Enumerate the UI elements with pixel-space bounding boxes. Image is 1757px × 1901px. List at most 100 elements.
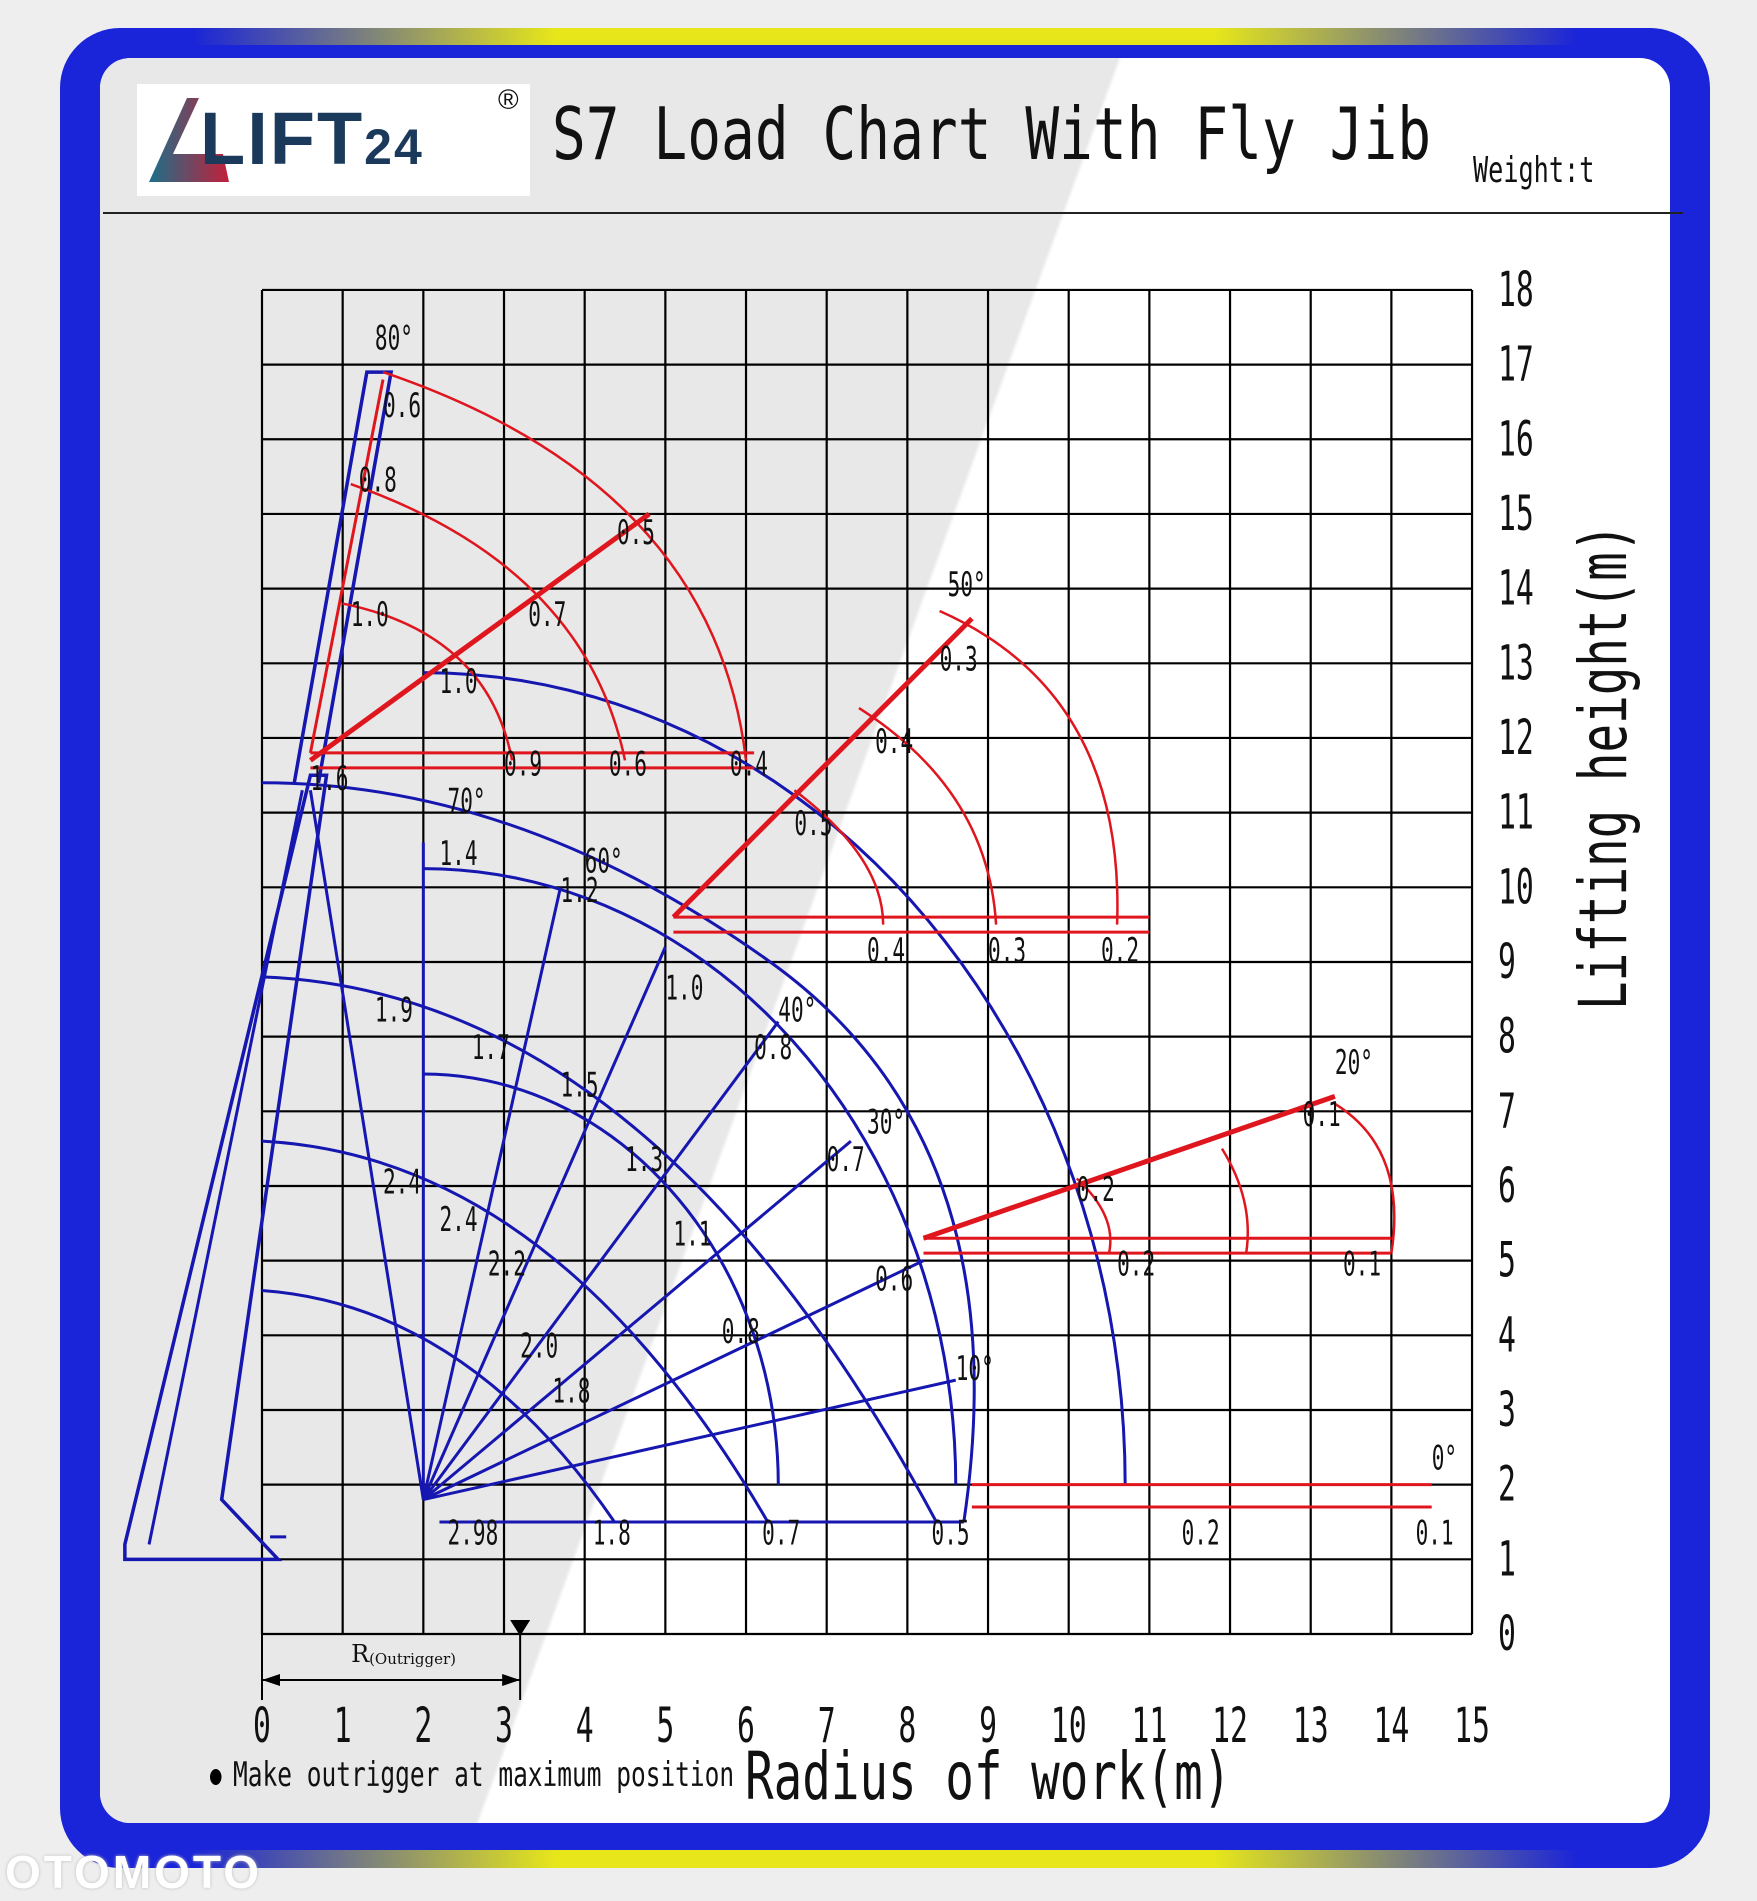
jib-load-label: 0.3 — [988, 931, 1026, 971]
jib-arc — [1220, 1147, 1250, 1254]
boom-load-label: 0.5 — [932, 1513, 970, 1553]
arrow-left-icon — [262, 1674, 280, 1686]
boom-load-label: 1.0 — [665, 968, 703, 1008]
jib-arc — [793, 789, 885, 925]
boom-angle-label: 70° — [448, 781, 486, 821]
boom-arc — [423, 671, 1127, 1485]
jib-load-label: 0.2 — [1077, 1170, 1115, 1210]
boom-radial — [422, 1020, 780, 1501]
boom-load-label: 1.8 — [593, 1513, 631, 1553]
jib-line — [308, 379, 385, 754]
outrigger-label: R — [351, 1640, 370, 1668]
boom-outer-arc — [261, 781, 976, 1523]
jib-load-label: 0.5 — [794, 804, 832, 844]
jib-line — [922, 1094, 1336, 1241]
boom-load-label: 1.2 — [560, 871, 598, 911]
x-tick-label: 9 — [979, 1699, 997, 1754]
logo-main: LIFT — [200, 97, 365, 180]
jib-line — [308, 511, 651, 763]
boom-angle-label: 10° — [956, 1349, 994, 1389]
logo-mark-icon — [149, 98, 229, 182]
y-tick-label: 5 — [1498, 1233, 1516, 1288]
chart-labels: 70° 60° 40° 30° 10° 1.6 1.4 1.2 1.0 1.9 1.7 1.5 1.3 1… — [310, 318, 1457, 1552]
boom-load-label: 1.9 — [375, 990, 413, 1030]
boom-load-label: 2.4 — [383, 1162, 421, 1202]
boom-angle-label: 60° — [585, 841, 623, 881]
header-divider — [103, 212, 1683, 214]
jib-angle-label: 20° — [1335, 1043, 1373, 1083]
jib-load-label: 0.7 — [528, 595, 566, 635]
jib-load-label: 0.4 — [730, 744, 768, 784]
jib-angle-label: 80° — [375, 318, 413, 358]
boom-radial — [422, 1140, 852, 1501]
logo — [137, 84, 530, 196]
y-tick-label: 8 — [1498, 1009, 1516, 1064]
y-tick-label: 12 — [1498, 711, 1534, 766]
y-tick-label: 13 — [1498, 636, 1534, 691]
arrow-right-icon — [502, 1674, 521, 1686]
jib-arc — [1334, 1102, 1396, 1254]
y-tick-label: 1 — [1498, 1532, 1516, 1587]
jib-load-label: 0.4 — [875, 722, 913, 762]
x-tick-label: 8 — [898, 1699, 916, 1754]
x-axis-label: Radius of work(m) — [745, 1738, 1232, 1815]
jib-arc — [342, 602, 514, 761]
boom-arm — [123, 773, 329, 1562]
boom-arm-inner — [147, 789, 304, 1545]
boom-load-label: 2.98 — [448, 1513, 499, 1553]
y-axis-label: Lifting height(m) — [1565, 523, 1642, 1010]
watermark: OTOMOTO — [5, 1846, 262, 1898]
boom-angle-label: 30° — [867, 1102, 905, 1142]
x-tick-label: 1 — [334, 1699, 352, 1754]
jib-line — [671, 616, 974, 919]
x-tick-label: 14 — [1373, 1699, 1409, 1754]
x-tick-label: 15 — [1454, 1699, 1490, 1754]
x-tick-label: 2 — [414, 1699, 432, 1754]
x-tick-label: 11 — [1131, 1699, 1167, 1754]
boom-arc — [261, 1139, 770, 1523]
y-tick-label: 11 — [1498, 785, 1534, 840]
page-title: S7 Load Chart With Fly Jib — [552, 92, 1432, 176]
chart-panel — [100, 58, 1670, 1823]
chart-grid — [260, 288, 1474, 1636]
jib-load-label: 1.0 — [351, 595, 389, 635]
jib-load-label: 0.5 — [617, 513, 655, 553]
boom-arc — [261, 975, 938, 1523]
jib-arc — [939, 609, 1119, 925]
x-tick-label: 13 — [1293, 1699, 1329, 1754]
boom-radial — [421, 886, 562, 1500]
boom-radial — [423, 1378, 957, 1502]
jib-load-label: 0.2 — [1117, 1244, 1155, 1284]
outrigger-marker-icon — [510, 1620, 531, 1636]
jib-load-label: 1.0 — [439, 662, 477, 702]
chart-axes: 0 1 2 3 4 5 6 7 8 9 10 11 12 13 14 15012345678910111213… — [253, 263, 1534, 1754]
logo-sub: 24 — [364, 119, 424, 175]
weight-unit: Weight:t — [1473, 150, 1595, 191]
boom-load-label: 0.8 — [722, 1312, 760, 1352]
y-tick-label: 18 — [1498, 263, 1534, 318]
jib-load-label: 0.1 — [1343, 1244, 1381, 1284]
jib-load-label: 0.1 — [1303, 1095, 1341, 1135]
y-tick-label: 10 — [1498, 860, 1534, 915]
y-tick-label: 3 — [1498, 1383, 1516, 1438]
y-tick-label: 15 — [1498, 487, 1534, 542]
y-tick-label: 14 — [1498, 561, 1534, 616]
x-tick-label: 12 — [1212, 1699, 1248, 1754]
footnote-text: Make outrigger at maximum position — [233, 1755, 735, 1795]
y-tick-label: 6 — [1498, 1159, 1516, 1214]
jib-load-label: 0.8 — [359, 460, 397, 500]
y-tick-label: 16 — [1498, 412, 1534, 467]
jib-load-label: 0.6 — [609, 744, 647, 784]
boom-load-label: 1.6 — [310, 759, 348, 799]
jib-arc — [1075, 1177, 1112, 1254]
y-tick-label: 4 — [1498, 1308, 1516, 1363]
jib-load-label: 0.6 — [383, 386, 421, 426]
boom-load-label: 1.1 — [673, 1214, 711, 1254]
boom-load-label: 0.8 — [754, 1028, 792, 1068]
boom-load-label: 2.4 — [439, 1200, 477, 1240]
jib-load-label: 0.4 — [867, 931, 905, 971]
x-tick-label: 5 — [656, 1699, 674, 1754]
x-tick-label: 0 — [253, 1699, 271, 1754]
jib-angle-label: 50° — [948, 565, 986, 605]
boom-load-label: 1.7 — [472, 1028, 510, 1068]
